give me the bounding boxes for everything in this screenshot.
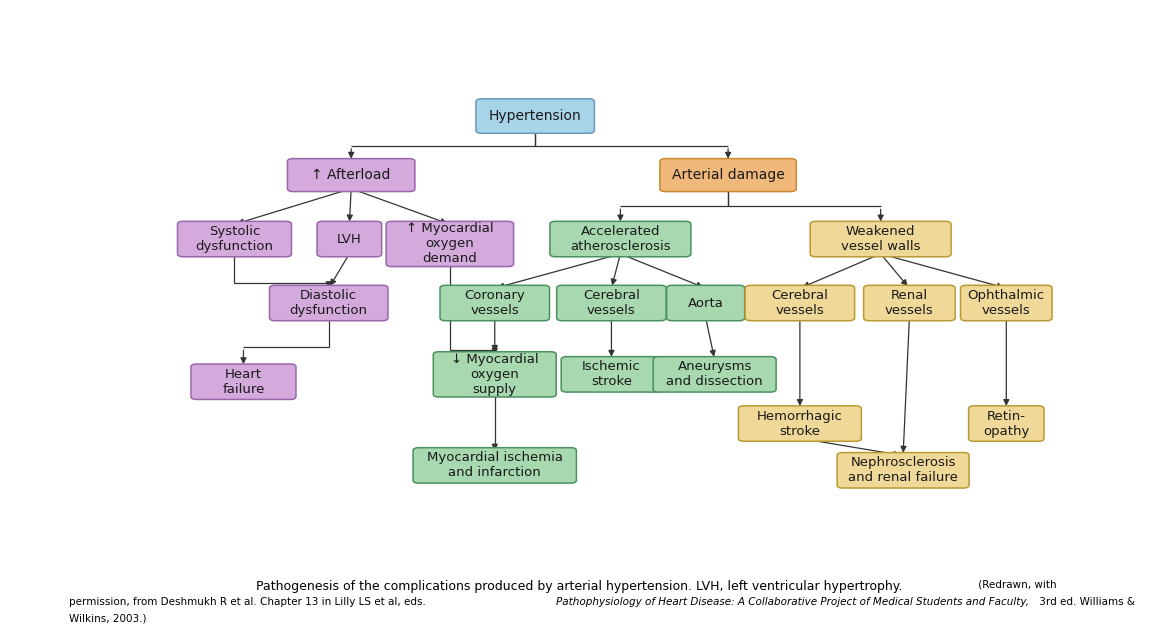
FancyBboxPatch shape <box>191 364 296 399</box>
FancyBboxPatch shape <box>433 351 556 397</box>
FancyBboxPatch shape <box>550 221 691 257</box>
Text: Accelerated
atherosclerosis: Accelerated atherosclerosis <box>570 225 670 253</box>
Text: Ischemic
stroke: Ischemic stroke <box>582 360 640 389</box>
Text: Coronary
vessels: Coronary vessels <box>464 289 525 317</box>
FancyBboxPatch shape <box>386 221 514 266</box>
FancyBboxPatch shape <box>660 158 797 192</box>
Text: Retin-
opathy: Retin- opathy <box>983 410 1029 438</box>
Text: Pathogenesis of the complications produced by arterial hypertension. LVH, left v: Pathogenesis of the complications produc… <box>256 580 902 592</box>
Text: Hemorrhagic
stroke: Hemorrhagic stroke <box>757 410 843 438</box>
Text: ↓ Myocardial
oxygen
supply: ↓ Myocardial oxygen supply <box>450 353 538 396</box>
FancyBboxPatch shape <box>440 285 550 321</box>
Text: Hypertension: Hypertension <box>489 109 581 123</box>
Text: Heart
failure: Heart failure <box>222 367 265 396</box>
FancyBboxPatch shape <box>177 221 292 257</box>
FancyBboxPatch shape <box>864 285 955 321</box>
Text: Myocardial ischemia
and infarction: Myocardial ischemia and infarction <box>427 451 563 479</box>
Text: permission, from Deshmukh R et al. Chapter 13 in Lilly LS et al, eds.: permission, from Deshmukh R et al. Chapt… <box>69 597 430 608</box>
FancyBboxPatch shape <box>317 221 382 257</box>
Text: ↑ Afterload: ↑ Afterload <box>312 168 391 182</box>
Text: Nephrosclerosis
and renal failure: Nephrosclerosis and renal failure <box>848 456 958 484</box>
Text: 3rd ed. Williams &: 3rd ed. Williams & <box>1036 597 1135 608</box>
Text: Wilkins, 2003.): Wilkins, 2003.) <box>69 613 147 624</box>
Text: Systolic
dysfunction: Systolic dysfunction <box>196 225 273 253</box>
Text: LVH: LVH <box>337 233 361 245</box>
FancyBboxPatch shape <box>739 406 862 442</box>
Text: Weakened
vessel walls: Weakened vessel walls <box>841 225 921 253</box>
Text: Cerebral
vessels: Cerebral vessels <box>771 289 828 317</box>
Text: Aneurysms
and dissection: Aneurysms and dissection <box>666 360 763 389</box>
FancyBboxPatch shape <box>476 99 594 134</box>
Text: Cerebral
vessels: Cerebral vessels <box>582 289 640 317</box>
Text: Arterial damage: Arterial damage <box>672 168 784 182</box>
FancyBboxPatch shape <box>270 285 388 321</box>
FancyBboxPatch shape <box>745 285 855 321</box>
FancyBboxPatch shape <box>968 406 1045 442</box>
Text: Pathophysiology of Heart Disease: A Collaborative Project of Medical Students an: Pathophysiology of Heart Disease: A Coll… <box>556 597 1028 608</box>
FancyBboxPatch shape <box>413 448 577 483</box>
FancyBboxPatch shape <box>960 285 1053 321</box>
Text: (Redrawn, with: (Redrawn, with <box>975 580 1056 590</box>
Text: Diastolic
dysfunction: Diastolic dysfunction <box>290 289 368 317</box>
FancyBboxPatch shape <box>557 285 666 321</box>
Text: Renal
vessels: Renal vessels <box>885 289 933 317</box>
Text: ↑ Myocardial
oxygen
demand: ↑ Myocardial oxygen demand <box>406 222 493 265</box>
Text: Aorta: Aorta <box>688 296 724 309</box>
FancyBboxPatch shape <box>837 452 969 488</box>
Text: Ophthalmic
vessels: Ophthalmic vessels <box>968 289 1045 317</box>
FancyBboxPatch shape <box>287 158 415 192</box>
FancyBboxPatch shape <box>562 357 661 392</box>
FancyBboxPatch shape <box>667 285 745 321</box>
FancyBboxPatch shape <box>653 357 776 392</box>
FancyBboxPatch shape <box>811 221 951 257</box>
